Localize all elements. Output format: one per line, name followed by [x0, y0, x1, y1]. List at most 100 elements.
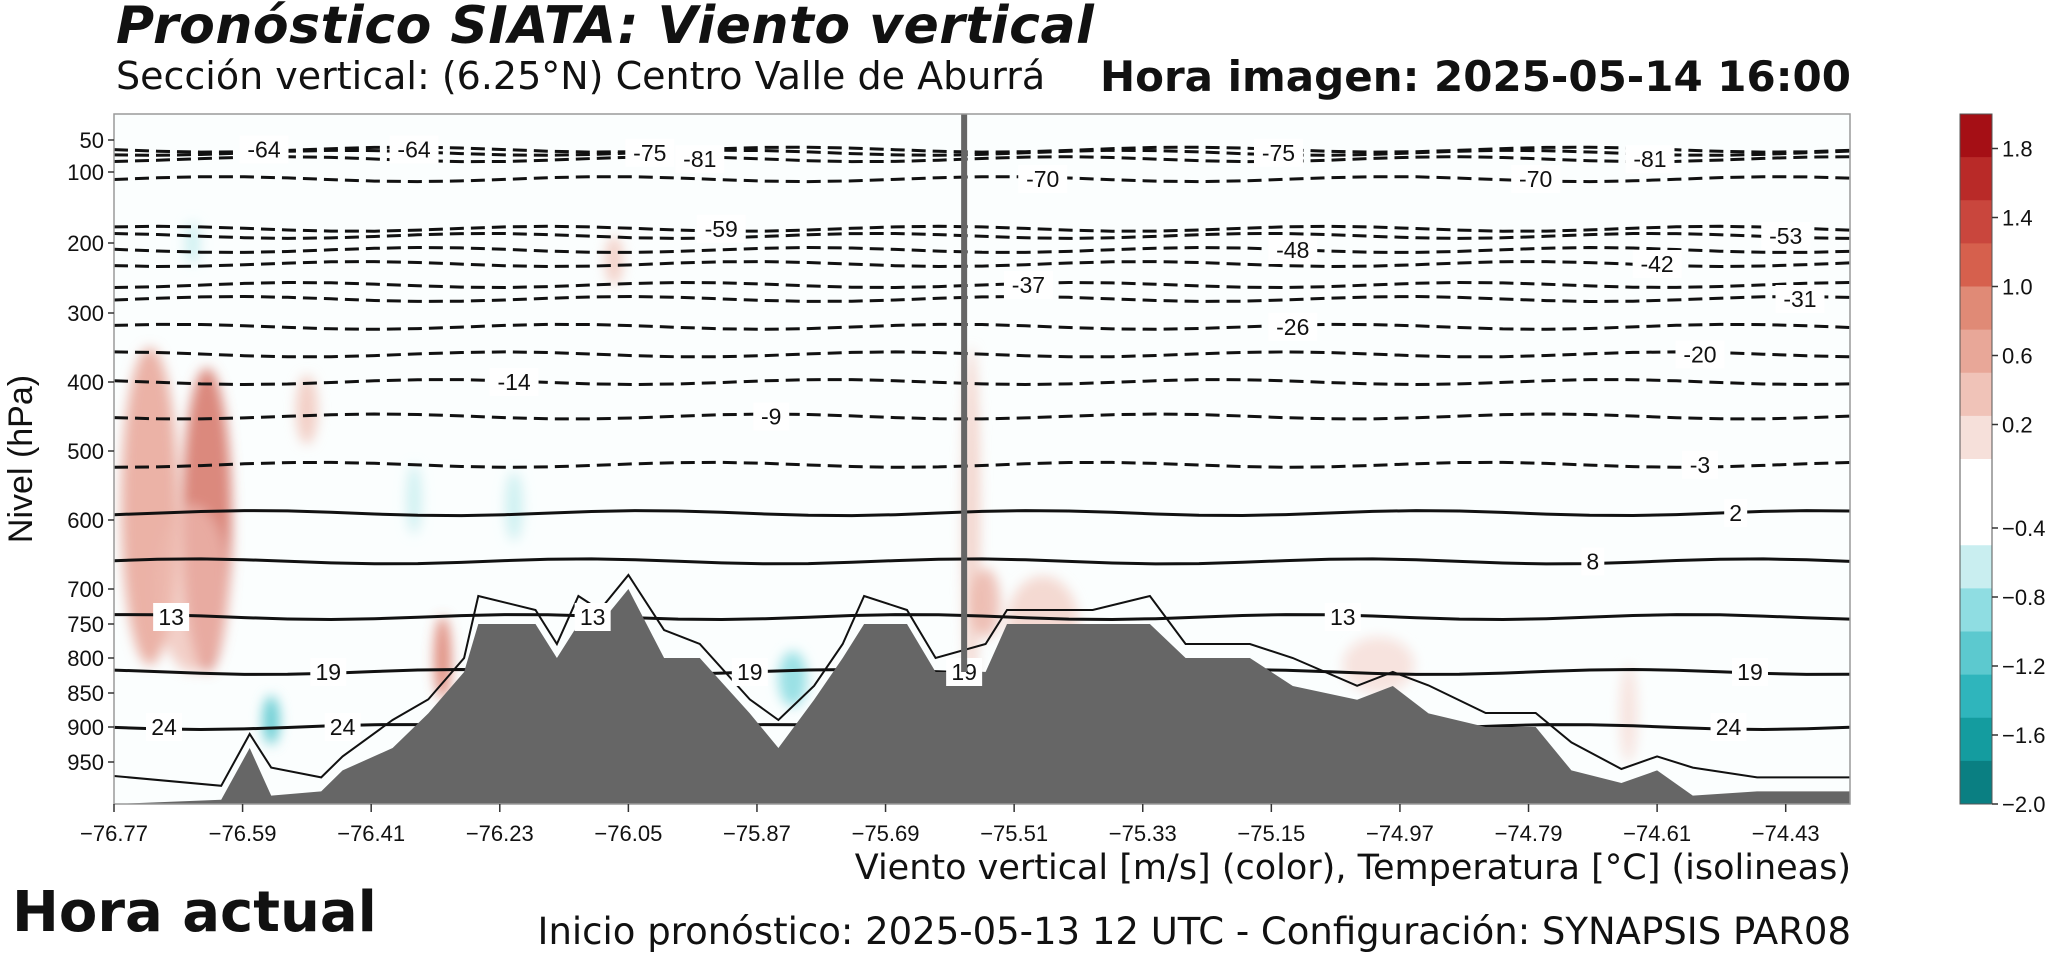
wind-shade-8 — [605, 236, 623, 285]
wind-shade-3 — [296, 375, 318, 445]
isotherm-label-10-0: -26 — [1276, 314, 1309, 340]
isotherm-label-bg-16-0 — [1581, 547, 1605, 576]
y-tick-label-6: 600 — [67, 508, 104, 533]
isotherm-label-bg-5-0 — [1761, 221, 1811, 250]
colorbar-cell-11 — [1960, 588, 1992, 632]
isotherm-label-0-0: -64 — [247, 137, 280, 163]
isotherm-label-17-0: 13 — [158, 604, 184, 630]
x-tick-label-6: −75.69 — [852, 821, 920, 846]
isotherm-6 — [114, 245, 1850, 254]
wind-shade-14 — [1342, 637, 1415, 693]
terrain-profile — [114, 589, 1850, 804]
isotherm-label-7-0: -42 — [1640, 251, 1673, 277]
x-tick-label-7: −75.51 — [980, 821, 1048, 846]
y-tick-label-0: 50 — [80, 128, 104, 153]
isotherm-label-2-1: -81 — [1633, 146, 1666, 172]
isotherm-label-bg-10-0 — [1268, 312, 1318, 341]
x-tick-label-12: −74.61 — [1623, 821, 1691, 846]
isotherm-label-18-3: 19 — [1737, 659, 1763, 685]
x-tick-label-3: −76.23 — [466, 821, 534, 846]
isotherm-label-15-0: 2 — [1729, 500, 1742, 526]
y-tick-label-12: 950 — [67, 750, 104, 775]
x-tick-label-10: −74.97 — [1366, 821, 1434, 846]
isotherm-10 — [114, 322, 1850, 331]
isotherm-label-bg-3-0 — [1018, 165, 1068, 194]
x-tick-label-8: −75.33 — [1109, 821, 1177, 846]
wind-shade-10 — [262, 695, 280, 745]
isotherm-12 — [114, 378, 1850, 387]
colorbar-cells — [1960, 114, 1992, 805]
isotherm-labels: -64 -64 -75 -75 -81 -81 -70 -70 -59 -53 -48 -42 -37 -… — [146, 135, 1825, 741]
isotherm-label-bg-15-0 — [1724, 499, 1748, 528]
isotherm-label-bg-13-0 — [753, 402, 790, 431]
isotherm-label-3-1: -70 — [1519, 166, 1552, 192]
isotherm-label-17-1: 13 — [580, 604, 606, 630]
isotherm-label-5-0: -53 — [1769, 223, 1802, 249]
chart-subtitle: Sección vertical: (6.25°N) Centro Valle … — [116, 54, 1046, 98]
isotherm-label-bg-12-0 — [489, 368, 539, 396]
colorbar-tick-label-9: −2.0 — [2002, 792, 2045, 817]
isotherm-label-bg-3-1 — [1511, 165, 1561, 194]
colorbar-cell-5 — [1960, 329, 1992, 374]
isotherm-label-3-0: -70 — [1026, 166, 1059, 192]
y-tick-label-4: 400 — [67, 370, 104, 395]
y-tick-label-11: 900 — [67, 715, 104, 740]
isotherm-label-4-0: -59 — [705, 216, 738, 242]
isotherm-label-bg-18-0 — [310, 658, 347, 686]
plot-frame — [113, 113, 1851, 805]
isotherm-label-8-0: -37 — [1012, 272, 1045, 298]
isotherm-label-18-1: 19 — [737, 659, 763, 685]
y-axis-ticks: 50 100 200 300 400 500 600 700 750 800 850 900 950 — [67, 128, 114, 775]
isotherm-label-18-0: 19 — [316, 659, 342, 685]
y-axis-label: Nivel (hPa) — [2, 375, 40, 543]
x-axis-ticks: −76.77 −76.59 −76.41 −76.23 −76.05 −75.87 −75.… — [80, 804, 1820, 846]
axis-caption: Viento vertical [m/s] (color), Temperatu… — [854, 848, 1851, 888]
isotherm-label-19-2: 24 — [1716, 714, 1742, 740]
isotherm-label-bg-2-0 — [675, 145, 725, 174]
current-time-label: Hora actual — [12, 880, 377, 945]
colorbar-cell-9 — [1960, 502, 1992, 546]
colorbar-tick-label-8: −1.6 — [2002, 723, 2045, 748]
isotherm-label-9-0: -31 — [1783, 286, 1816, 312]
wind-shade-6 — [971, 568, 1000, 638]
isotherm-label-1-1: -75 — [1262, 140, 1295, 166]
y-tick-label-10: 850 — [67, 681, 104, 706]
x-tick-label-5: −75.87 — [723, 821, 791, 846]
isotherm-label-19-0: 24 — [151, 714, 177, 740]
isotherm-label-bg-4-0 — [696, 214, 746, 243]
terrain — [114, 589, 1850, 804]
isotherm-label-1-0: -75 — [633, 140, 666, 166]
wind-shade-15 — [1619, 664, 1638, 763]
isotherm-label-bg-2-1 — [1625, 145, 1675, 174]
y-tick-label-8: 750 — [67, 612, 104, 637]
forecast-start-label: Inicio pronóstico: 2025-05-13 12 UTC - C… — [537, 910, 1851, 953]
isotherm-label-bg-18-3 — [1731, 658, 1768, 686]
y-tick-label-2: 200 — [67, 231, 104, 256]
wind-shade-13 — [185, 222, 200, 264]
isotherm-0 — [114, 145, 1850, 154]
colorbar-frame — [1959, 113, 1993, 805]
colorbar-cell-0 — [1960, 114, 1992, 158]
colorbar-tick-label-4: 0.2 — [2002, 413, 2033, 438]
isotherm-15 — [114, 509, 1850, 518]
max-terrain-line — [114, 573, 1850, 787]
isotherm-11 — [114, 350, 1850, 359]
isotherm-label-17-2: 13 — [1330, 604, 1356, 630]
isotherm-label-bg-0-1 — [389, 135, 439, 164]
isotherm-5 — [114, 231, 1850, 240]
isotherm-label-bg-19-2 — [1710, 713, 1747, 741]
isotherm-7 — [114, 260, 1850, 269]
isotherm-label-0-1: -64 — [397, 137, 430, 163]
isotherm-8 — [114, 280, 1850, 290]
y-tick-label-9: 800 — [67, 646, 104, 671]
image-time-label: Hora imagen: 2025-05-14 16:00 — [1099, 52, 1851, 101]
colorbar-cell-8 — [1960, 459, 1992, 503]
isotherm-label-11-0: -20 — [1683, 341, 1716, 367]
colorbar-tick-label-2: 1.0 — [2002, 275, 2033, 300]
isotherm-label-bg-18-1 — [731, 658, 768, 686]
isotherm-label-19-1: 24 — [330, 714, 356, 740]
x-tick-label-11: −74.79 — [1495, 821, 1563, 846]
isotherm-label-bg-19-1 — [324, 713, 361, 741]
